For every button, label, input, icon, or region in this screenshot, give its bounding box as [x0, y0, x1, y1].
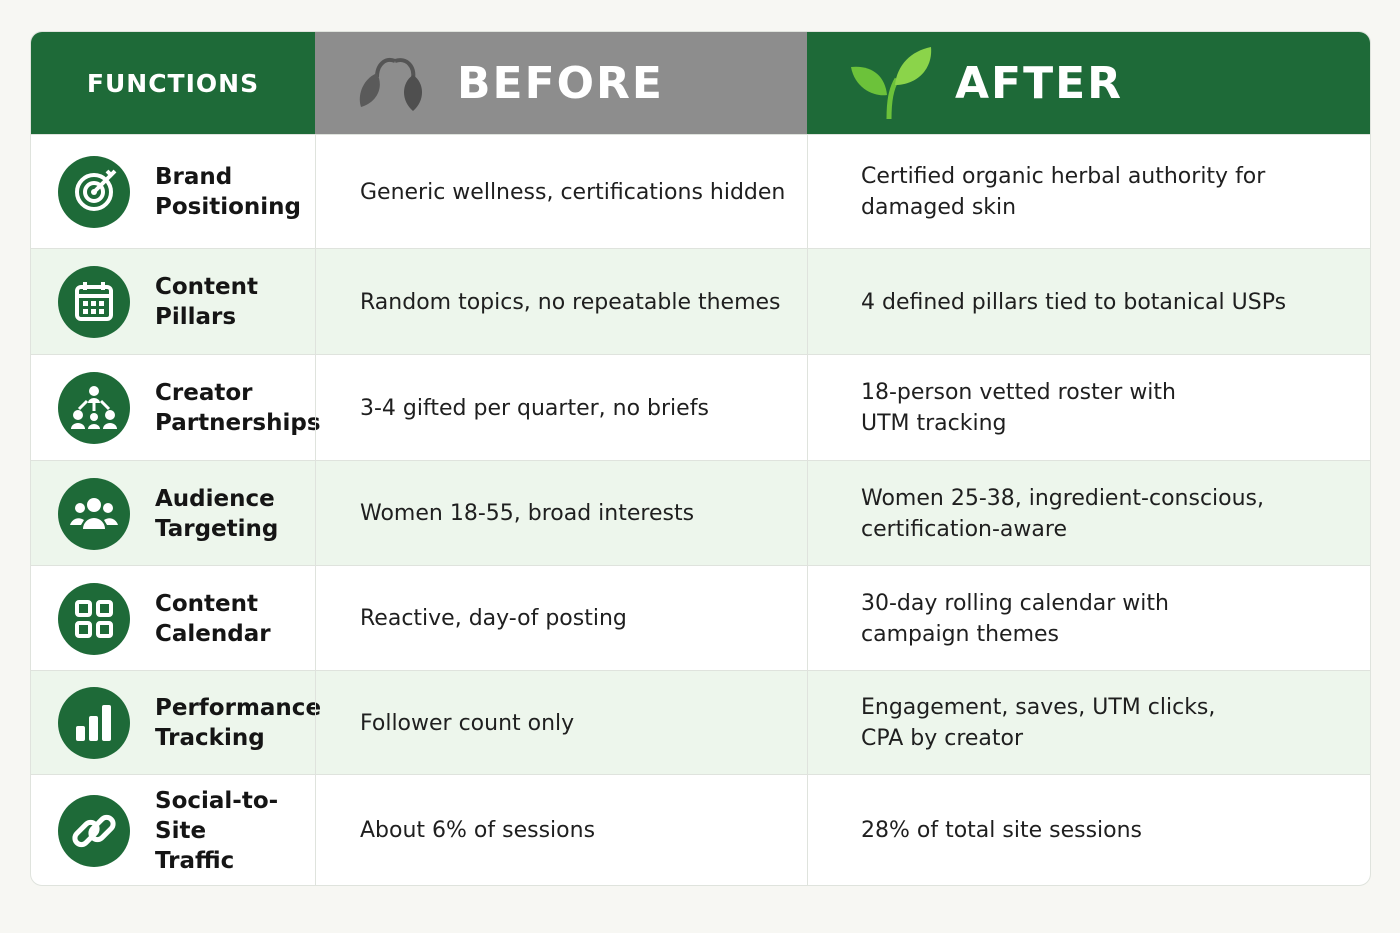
after-text: Engagement, saves, UTM clicks, CPA by cr… — [807, 671, 1370, 775]
header-cell: AFTER — [807, 32, 1370, 134]
after-text: Certified organic herbal authority for d… — [807, 135, 1370, 249]
function-label: Audience Targeting — [155, 485, 279, 542]
after-text: 18-person vetted roster with UTM trackin… — [807, 355, 1370, 461]
after-text: 28% of total site sessions — [807, 775, 1370, 885]
header-cell: BEFORE — [315, 32, 807, 134]
wilted-leaf-icon — [359, 58, 422, 111]
before-text: Women 18-55, broad interests — [315, 461, 808, 566]
after-text: 30-day rolling calendar with campaign th… — [807, 566, 1370, 671]
before-text: Random topics, no repeatable themes — [315, 249, 808, 355]
row-icon — [58, 266, 130, 338]
sprout-icon — [851, 47, 932, 120]
function-label: Content Pillars — [155, 274, 259, 330]
table-row: Performance Tracking Follower count only E… — [31, 670, 1370, 775]
after-text: Women 25-38, ingredient-conscious, certi… — [807, 461, 1370, 566]
row-icon — [58, 477, 130, 550]
table-row: Content Pillars Random topics, no repeata… — [31, 248, 1370, 355]
row-icon — [58, 794, 130, 867]
before-text: Reactive, day-of posting — [315, 566, 808, 671]
table-row: Content Calendar Reactive, day-of posting… — [31, 565, 1370, 671]
before-text: Generic wellness, certifications hidden — [315, 135, 808, 249]
table-row: Creator Partnerships 3-4 gifted per quart… — [31, 354, 1370, 461]
table-row: Audience Targeting Women 18-55, broad int… — [31, 460, 1370, 566]
function-label: Social-to-Site Traffic — [155, 787, 279, 874]
before-text: 3-4 gifted per quarter, no briefs — [315, 355, 808, 461]
after-text: 4 defined pillars tied to botanical USPs — [807, 249, 1370, 355]
row-icon — [58, 687, 130, 759]
function-label: Creator Partnerships — [155, 380, 321, 436]
header-text: BEFORE — [457, 57, 664, 109]
row-icon — [58, 582, 130, 655]
header-text: FUNCTIONS — [86, 68, 260, 98]
table-row: Social-to-Site Traffic About 6% of sessio… — [31, 774, 1370, 885]
row-icon — [58, 372, 130, 444]
comparison-table: FUNCTIONS BEFORE AFTER Brand Positioning… — [30, 31, 1371, 886]
header-cell: FUNCTIONS — [31, 32, 315, 134]
function-label: Content Calendar — [155, 590, 271, 647]
table-row: Brand Positioning Generic wellness, certi… — [31, 134, 1370, 249]
header-text: AFTER — [955, 57, 1124, 109]
before-text: About 6% of sessions — [315, 775, 808, 885]
row-icon — [58, 156, 130, 228]
function-label: Performance Tracking — [155, 695, 322, 751]
before-text: Follower count only — [315, 671, 808, 775]
function-label: Brand Positioning — [155, 164, 302, 220]
